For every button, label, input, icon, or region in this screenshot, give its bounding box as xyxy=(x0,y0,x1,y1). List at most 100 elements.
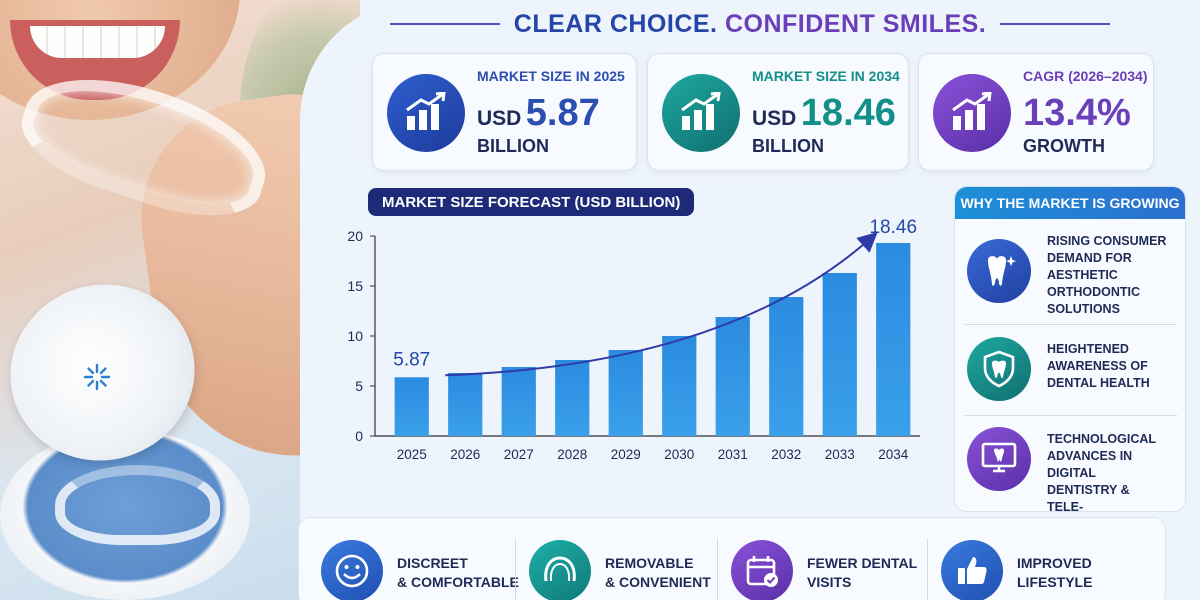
x-tick-label: 2028 xyxy=(557,447,587,462)
chart-title: MARKET SIZE FORECAST (USD BILLION) xyxy=(368,188,695,216)
growth-text-line: SOLUTIONS xyxy=(1047,301,1120,316)
benefit-text: FEWER DENTAL VISITS xyxy=(807,554,917,592)
benefit-text-line: VISITS xyxy=(807,573,852,590)
y-tick-label: 0 xyxy=(355,428,363,444)
calendar-check-icon xyxy=(731,540,793,600)
bar-growth-icon xyxy=(387,74,465,152)
growth-text-line: DENTAL HEALTH xyxy=(1047,375,1150,390)
growth-item: TECHNOLOGICAL ADVANCES IN DIGITAL DENTIS… xyxy=(965,423,1177,530)
growth-text-line: DENTISTRY & xyxy=(1047,482,1130,497)
benefit-text-line: IMPROVED xyxy=(1017,555,1092,571)
benefit-separator xyxy=(927,538,928,600)
bar xyxy=(822,273,857,436)
growth-item: HEIGHTENED AWARENESS OF DENTAL HEALTH xyxy=(965,333,1177,415)
bar xyxy=(608,350,643,436)
y-tick-label: 10 xyxy=(347,328,363,344)
growth-text-line: AWARENESS OF xyxy=(1047,358,1148,373)
stat-value: USD 18.46 xyxy=(752,92,896,135)
stat-card-market-2034: MARKET SIZE IN 2034 USD 18.46 BILLION xyxy=(647,53,909,171)
headline: CLEAR CHOICE. CONFIDENT SMILES. xyxy=(390,6,1111,42)
clear-aligner-in-case xyxy=(55,465,220,545)
bar-growth-icon xyxy=(933,74,1011,152)
benefit-text: REMOVABLE & CONVENIENT xyxy=(605,554,711,592)
benefit-text-line: LIFESTYLE xyxy=(1017,573,1093,590)
x-tick-label: 2030 xyxy=(664,447,694,462)
bar-growth-icon xyxy=(662,74,740,152)
growth-text-line: HEIGHTENED xyxy=(1047,342,1129,356)
stat-number: 18.46 xyxy=(800,92,896,134)
bar xyxy=(876,243,911,436)
growth-text-line: ADVANCES IN DIGITAL xyxy=(1047,448,1133,480)
x-tick-label: 2027 xyxy=(504,447,534,462)
stat-number: 13.4% xyxy=(1023,92,1131,134)
y-tick-label: 5 xyxy=(355,378,363,394)
data-label: 18.46 xyxy=(869,217,917,238)
stat-number: 5.87 xyxy=(525,92,600,134)
bar xyxy=(555,360,590,436)
y-tick-label: 20 xyxy=(347,228,363,244)
monitor-tooth-icon xyxy=(967,427,1031,491)
x-tick-label: 2034 xyxy=(878,447,909,462)
headline-rule-right xyxy=(1000,23,1111,25)
stat-value: 13.4% xyxy=(1023,92,1131,135)
stat-currency: USD xyxy=(752,107,797,130)
thumbs-up-icon xyxy=(941,540,1003,600)
x-tick-label: 2025 xyxy=(397,447,427,462)
stat-label: MARKET SIZE IN 2025 xyxy=(477,68,625,84)
bar xyxy=(394,377,429,436)
growth-separator xyxy=(965,415,1177,416)
stat-card-market-2025: MARKET SIZE IN 2025 USD 5.87 BILLION xyxy=(372,53,637,171)
growth-separator xyxy=(965,324,1177,325)
bar xyxy=(769,297,804,436)
bar xyxy=(715,317,750,436)
stat-unit: BILLION xyxy=(752,136,824,156)
x-tick-label: 2029 xyxy=(611,447,641,462)
benefit-text-line: & COMFORTABLE xyxy=(397,573,519,590)
bar xyxy=(448,373,483,436)
growth-drivers-panel: WHY THE MARKET IS GROWING RISING CONSUME… xyxy=(954,186,1186,530)
stat-currency: USD xyxy=(477,107,522,130)
data-label: 5.87 xyxy=(393,349,430,370)
benefit-separator xyxy=(515,538,516,600)
headline-text: CLEAR CHOICE. CONFIDENT SMILES. xyxy=(514,10,986,39)
growth-text-line: ORTHODONTIC xyxy=(1047,284,1141,299)
smiley-icon xyxy=(321,540,383,600)
trend-arrow xyxy=(445,231,878,377)
x-tick-label: 2033 xyxy=(825,447,855,462)
growth-text-line: DEMAND FOR xyxy=(1047,250,1132,265)
benefit-text-line: REMOVABLE xyxy=(605,555,694,571)
stat-card-cagr: CAGR (2026–2034) 13.4% GROWTH xyxy=(918,53,1154,171)
x-tick-label: 2031 xyxy=(718,447,748,462)
smile-teeth xyxy=(30,26,165,58)
headline-part-2: CONFIDENT SMILES. xyxy=(724,9,987,38)
growth-text-line: RISING CONSUMER xyxy=(1047,234,1167,248)
y-tick-label: 15 xyxy=(347,278,363,294)
growth-header: WHY THE MARKET IS GROWING xyxy=(955,187,1185,219)
benefit-text-line: DISCREET xyxy=(397,555,468,571)
bar xyxy=(662,336,697,436)
x-tick-label: 2032 xyxy=(771,447,801,462)
benefit-text: DISCREET & COMFORTABLE xyxy=(397,554,519,592)
case-logo-icon xyxy=(83,363,111,391)
stat-value: USD 5.87 xyxy=(477,92,600,135)
benefits-strip: DISCREET & COMFORTABLE REMOVABLE & CONVE… xyxy=(298,517,1166,600)
stat-unit: GROWTH xyxy=(1023,136,1105,156)
benefit-separator xyxy=(717,538,718,600)
stat-label: CAGR (2026–2034) xyxy=(1023,68,1148,84)
growth-item: RISING CONSUMER DEMAND FOR AESTHETIC ORT… xyxy=(965,225,1177,321)
headline-part-1: CLEAR CHOICE. xyxy=(513,9,718,38)
headline-rule-left xyxy=(390,23,500,25)
benefit-text-line: FEWER DENTAL xyxy=(807,555,918,571)
benefit-text-line: & CONVENIENT xyxy=(605,573,711,590)
growth-text: RISING CONSUMER DEMAND FOR AESTHETIC ORT… xyxy=(1047,233,1182,317)
tooth-sparkle-icon xyxy=(967,239,1031,303)
benefit-text: IMPROVED LIFESTYLE xyxy=(1017,554,1092,592)
tooth-shield-icon xyxy=(967,337,1031,401)
x-tick-label: 2026 xyxy=(450,447,480,462)
bar xyxy=(501,367,536,436)
market-forecast-chart: 0 5 10 15 20 2025 2026 2027 2028 2029 2030 2031 2032… xyxy=(347,217,920,462)
growth-text-line: AESTHETIC xyxy=(1047,267,1118,282)
stat-label: MARKET SIZE IN 2034 xyxy=(752,68,900,84)
growth-text: HEIGHTENED AWARENESS OF DENTAL HEALTH xyxy=(1047,341,1182,392)
aligner-icon xyxy=(529,540,591,600)
